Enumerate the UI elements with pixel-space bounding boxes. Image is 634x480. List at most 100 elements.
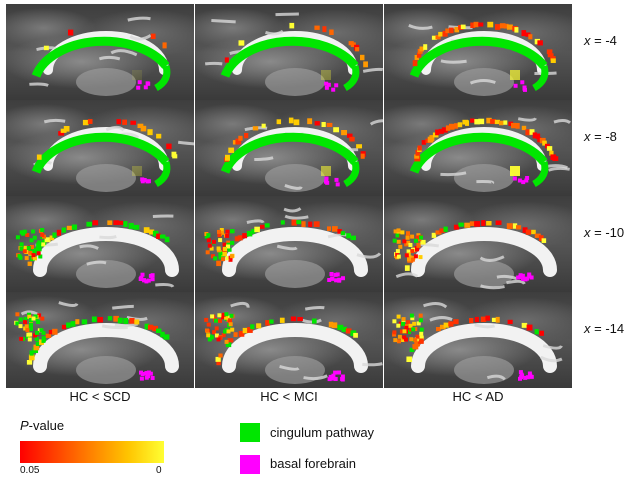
gyrus-stripe (369, 119, 383, 126)
gyrus-stripe (114, 322, 138, 328)
pvalue-voxel (480, 316, 487, 322)
frontal-voxel (34, 317, 39, 322)
cingulum-voxel (123, 221, 128, 228)
frontal-voxel (15, 235, 20, 240)
gyrus-stripe (506, 279, 526, 285)
basal-forebrain-voxel (324, 85, 329, 90)
frontal-voxel (402, 335, 407, 340)
pvalue-voxel (225, 154, 230, 161)
frontal-voxel (37, 240, 42, 245)
frontal-voxel (216, 246, 221, 251)
thalamus-shape (76, 164, 136, 192)
frontal-voxel (406, 231, 410, 236)
frontal-voxel (39, 328, 44, 333)
basal-forebrain-voxel (333, 370, 338, 375)
gyrus-stripe (303, 374, 328, 381)
pvalue-voxel (75, 319, 80, 325)
frontal-voxel (419, 327, 424, 332)
basal-forebrain-voxel (334, 177, 339, 182)
cingulum-voxel (38, 242, 44, 247)
frontal-voxel (408, 323, 413, 328)
brain-slice-panel (384, 196, 572, 292)
cingulum-pathway (343, 65, 360, 92)
gyrus-stripe (279, 364, 300, 371)
frontal-voxel (35, 330, 39, 335)
pvalue-voxel (414, 154, 420, 159)
pvalue-colorbar (20, 441, 164, 463)
frontal-voxel (406, 240, 411, 245)
frontal-voxel (40, 232, 45, 237)
pvalue-voxel (449, 123, 455, 130)
pvalue-voxel (61, 324, 67, 330)
brain-slice-panel (195, 292, 383, 388)
pvalue-voxel (252, 126, 259, 131)
gyrus-stripe (302, 318, 322, 324)
basal-forebrain-voxel (148, 371, 153, 376)
pvalue-voxel (521, 322, 528, 328)
basal-forebrain-voxel (327, 377, 332, 382)
pvalue-voxel (412, 60, 418, 67)
column-label-hc-ad: HC < AD (452, 389, 504, 404)
frontal-voxel (229, 313, 234, 318)
pvalue-voxel (435, 230, 442, 235)
pvalue-voxel (297, 317, 303, 322)
cingulum-voxel (35, 341, 41, 347)
pvalue-voxel (321, 166, 331, 176)
frontal-voxel (19, 230, 24, 235)
thalamus-shape (76, 356, 136, 384)
brain-slice-image (204, 301, 383, 384)
frontal-voxel (407, 330, 411, 334)
gyrus-stripe (408, 23, 433, 30)
basal-forebrain-voxel (325, 180, 330, 185)
frontal-voxel (41, 242, 46, 247)
pvalue-voxel (321, 122, 326, 128)
pvalue-voxel (333, 127, 340, 133)
cingulum-pathway (532, 65, 549, 92)
pvalue-voxel (279, 317, 285, 323)
frontal-voxel (410, 249, 415, 254)
pvalue-voxel (221, 250, 227, 257)
frontal-voxel (205, 250, 210, 255)
brain-slice-panel (6, 100, 194, 196)
pvalue-voxel (227, 338, 234, 343)
frontal-voxel (212, 330, 217, 335)
frontal-voxel (29, 322, 33, 327)
basal-forebrain-voxel (518, 376, 522, 381)
gyrus-stripe (486, 374, 506, 381)
frontal-voxel (392, 332, 397, 337)
pvalue-voxel (414, 340, 420, 347)
pvalue-voxel (495, 24, 501, 30)
frontal-voxel (419, 338, 424, 343)
pvalue-voxel (469, 221, 476, 227)
cingulum-voxel (144, 323, 150, 330)
thalamus-shape (454, 356, 514, 384)
frontal-voxel (25, 328, 30, 333)
pvalue-voxel (87, 119, 93, 124)
gyrus-stripe (246, 219, 265, 224)
basal-forebrain-voxel (335, 272, 340, 277)
pvalue-voxel (265, 320, 270, 326)
pvalue-voxel (431, 232, 437, 238)
frontal-voxel (413, 327, 418, 331)
pvalue-voxel (525, 32, 531, 37)
pvalue-voxel (237, 235, 243, 241)
pvalue-voxel (445, 28, 450, 34)
frontal-voxel (217, 229, 221, 234)
pvalue-voxel (454, 26, 460, 33)
pvalue-voxel (525, 129, 532, 136)
pvalue-voxel (314, 25, 320, 30)
frontal-voxel (395, 249, 400, 254)
pvalue-voxel (486, 117, 492, 124)
cingulum-voxel (269, 319, 274, 324)
cingulum-voxel (52, 232, 57, 238)
brain-slice-panel (384, 292, 572, 388)
gyrus-stripe (43, 118, 66, 124)
pvalue-voxel (45, 333, 52, 338)
basal-forebrain-voxel (330, 276, 335, 281)
cingulum-voxel (443, 226, 448, 232)
frontal-voxel (418, 318, 423, 323)
basal-forebrain-voxel (523, 87, 527, 92)
frontal-voxel (26, 334, 30, 339)
pvalue-voxel (172, 154, 178, 159)
thalamus-shape (265, 68, 325, 96)
